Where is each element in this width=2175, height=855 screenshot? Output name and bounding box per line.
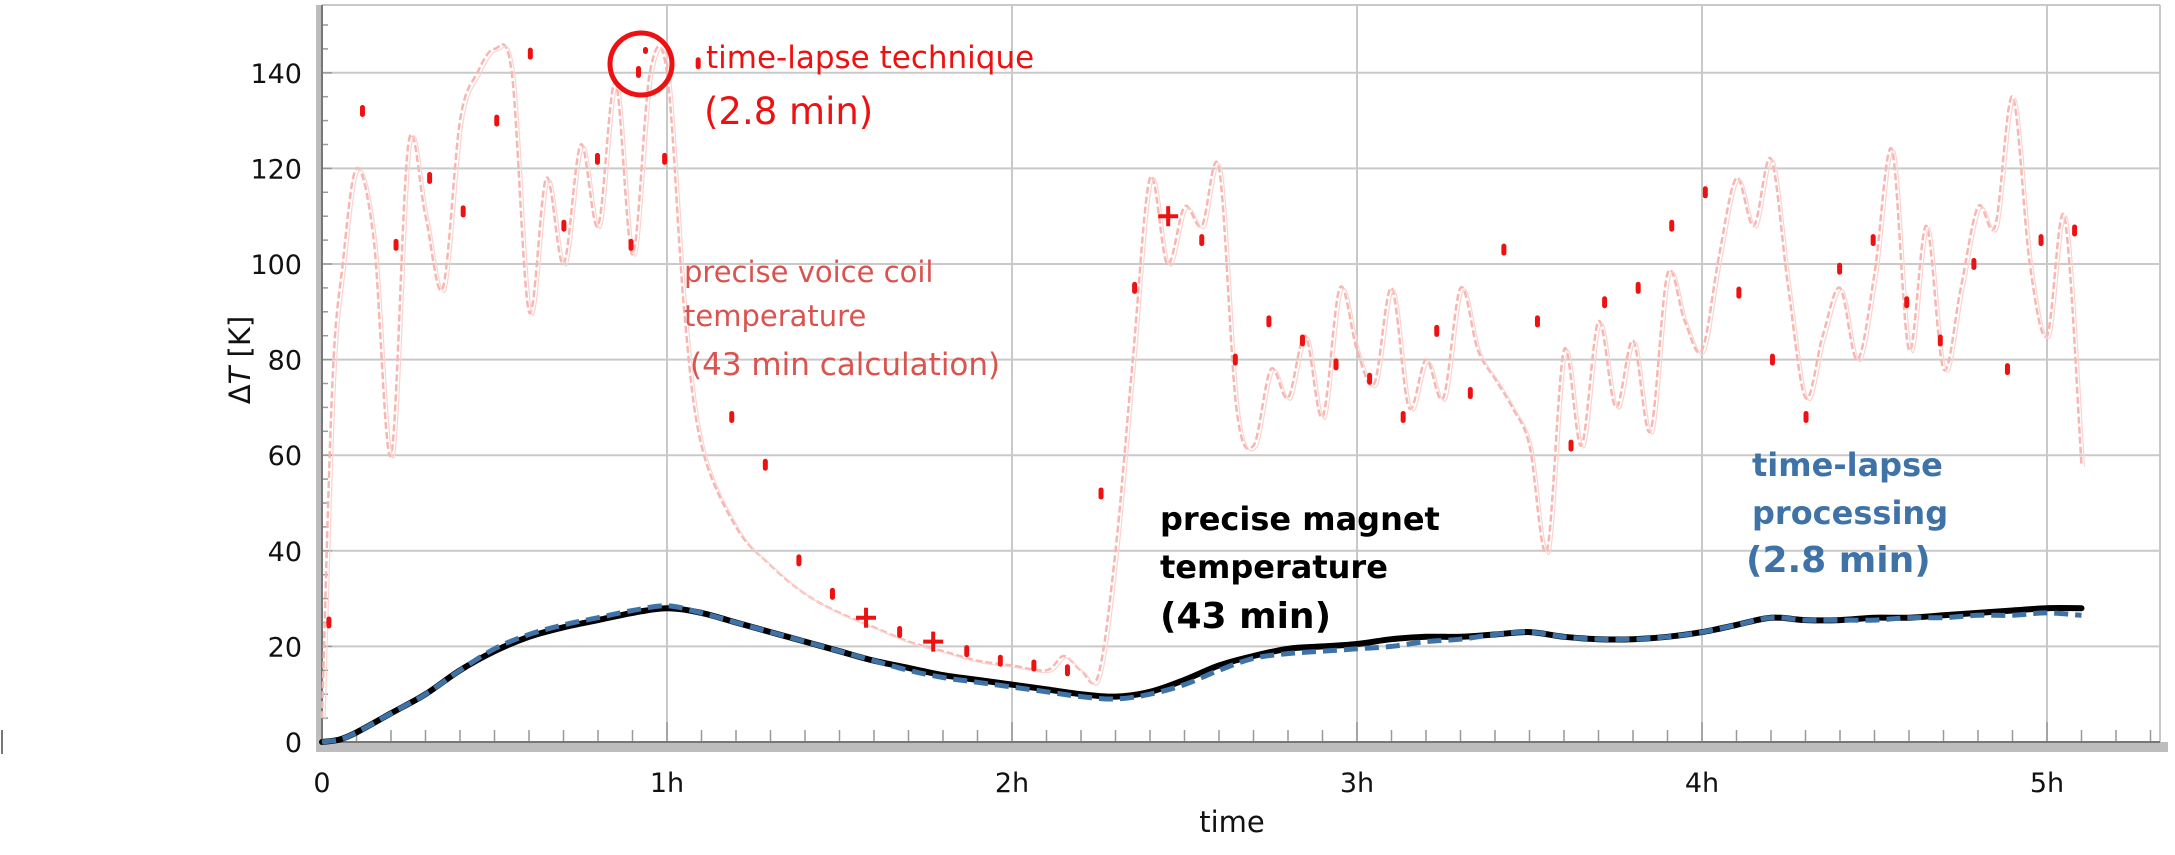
annotation-coil-line3: (43 min calculation) [690,347,1000,383]
timelapse-point [326,616,332,629]
tick-labels: 0 20 40 60 80 100 120 140 0 1h 2h 3h 4h 5h [250,59,2064,799]
timelapse-point [1199,234,1205,247]
y-tick-label-120: 120 [250,154,302,185]
timelapse-point [1736,286,1742,299]
timelapse-point [729,410,735,423]
y-tick-label-140: 140 [250,59,302,90]
timelapse-point [460,205,466,218]
annotation-magnet-line3: (43 min) [1160,596,1331,637]
y-tick-label-100: 100 [250,250,302,281]
y-axis-label: ΔT [K] [223,316,257,404]
magnet-series [319,603,2085,745]
timelapse-point [1232,353,1238,366]
timelapse-point [1669,219,1675,232]
timelapse-point [829,587,835,600]
timelapse-point [393,238,399,251]
timelapse-point [1837,262,1843,275]
timelapse-point [997,654,1003,667]
voice-coil-precise-line-shadow [324,45,2086,721]
y-tick-label-80: 80 [268,346,302,377]
timelapse-point [2038,234,2044,247]
timelapse-point [2004,363,2010,376]
timelapse-point [1064,664,1070,677]
timelapse-point [494,114,500,127]
timelapse-point [1534,315,1540,328]
x-axis-shadow [320,742,2168,752]
timelapse-point [1769,353,1775,366]
annotation-magnet-line2: temperature [1160,548,1388,586]
y-tick-label-40: 40 [268,537,302,568]
timelapse-point [1132,281,1138,294]
timelapse-point [1702,186,1708,199]
timelapse-point [1971,258,1977,270]
timelapse-point [1367,372,1373,385]
timelapse-point [1400,410,1406,423]
grid [322,4,2161,742]
annotation-processing-line3: (2.8 min) [1746,540,1931,581]
timelapse-point [796,554,802,567]
timelapse-point [1870,234,1876,247]
timelapse-point [1635,281,1641,294]
timelapse-point [1501,243,1507,256]
y-tick-label-60: 60 [268,441,302,472]
timelapse-point [594,152,600,165]
timelapse-point [1937,334,1943,347]
timelapse-point [695,57,701,70]
timelapse-point [1299,334,1305,347]
timelapse-point [2072,224,2078,237]
annotation-timelapse-technique: time-lapse technique [706,40,1034,76]
x-tick-label-4: 4h [1685,768,1719,799]
timelapse-point [1602,296,1608,309]
y-tick-label-0: 0 [285,728,302,759]
annotation-processing-line1: time-lapse [1752,446,1943,484]
y-tick-label-20: 20 [268,632,302,663]
timelapse-point [1434,324,1440,337]
x-axis-label: time [1199,805,1265,839]
timelapse-point-highlighted [643,47,648,54]
x-tick-label-5: 5h [2030,768,2064,799]
x-tick-label-0: 0 [313,768,330,799]
annotation-coil-line2: temperature [684,299,866,333]
y-axis-shadow [316,5,322,752]
x-tick-label-2: 2h [995,768,1029,799]
timelapse-point [762,458,768,471]
timelapse-point [527,47,533,60]
annotation-coil-line1: precise voice coil [684,255,933,289]
voice-coil-series [320,43,2086,721]
timelapse-highlight-circle [607,30,675,98]
timelapse-point [1568,439,1574,452]
voice-coil-precise-line [320,43,2083,719]
timelapse-point [427,171,433,184]
annotation-timelapse-technique-time: (2.8 min) [704,90,873,133]
timelapse-point [1467,387,1473,400]
timelapse-point [1904,296,1910,309]
timelapse-point [964,645,970,658]
timelapse-point [561,219,567,232]
annotation-magnet-line1: precise magnet [1160,500,1440,538]
x-tick-label-1: 1h [650,768,684,799]
timelapse-point [359,105,365,118]
x-tick-label-3: 3h [1340,768,1374,799]
timelapse-point [1333,358,1339,371]
magnet-timelapse-dashed-line [321,603,2082,745]
timelapse-point [1803,410,1809,423]
timelapse-point [662,152,668,165]
timelapse-point [1098,487,1104,500]
timelapse-point [628,238,634,251]
timelapse-point-highlighted [636,66,641,78]
timelapse-point [1266,315,1272,328]
timelapse-point [1031,659,1037,672]
timelapse-point [897,626,903,639]
annotation-processing-line2: processing [1752,494,1948,532]
